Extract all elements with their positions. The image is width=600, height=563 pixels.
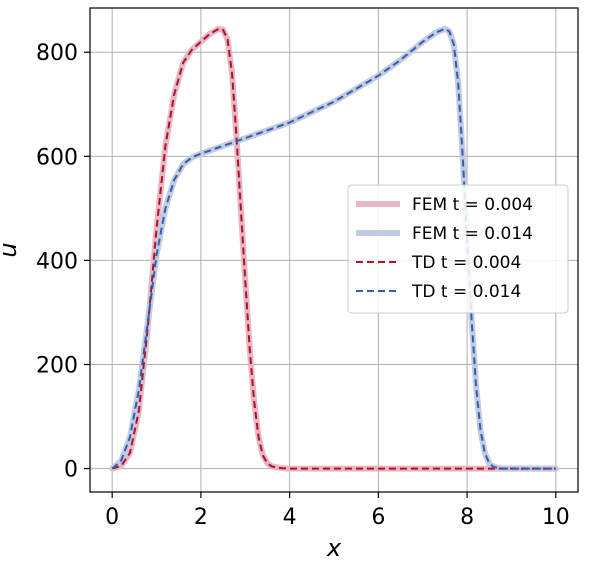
axis-ticks: 0 2 4 6 8 10 0 200 400 600 800 bbox=[36, 41, 570, 530]
x-tick-label: 8 bbox=[460, 505, 474, 530]
legend-label: TD t = 0.014 bbox=[411, 282, 521, 302]
x-tick-label: 10 bbox=[542, 505, 570, 530]
legend-label: TD t = 0.004 bbox=[411, 253, 521, 273]
y-axis-label: u bbox=[0, 242, 22, 257]
x-tick-label: 2 bbox=[194, 505, 208, 530]
series-line-4 bbox=[111, 27, 556, 470]
y-tick-label: 200 bbox=[36, 353, 78, 378]
legend-box bbox=[347, 184, 569, 314]
legend-label: FEM t = 0.014 bbox=[412, 224, 533, 244]
x-tick-label: 4 bbox=[283, 505, 297, 530]
legend: FEM t = 0.004 FEM t = 0.014 TD t = 0.004 TD… bbox=[347, 184, 569, 314]
y-tick-label: 600 bbox=[36, 145, 78, 170]
x-tick-label: 0 bbox=[105, 505, 119, 530]
x-tick-label: 6 bbox=[371, 505, 385, 530]
y-tick-label: 800 bbox=[36, 41, 78, 66]
series-line-3 bbox=[111, 27, 556, 470]
plot-area-frame bbox=[89, 7, 579, 493]
x-axis-label: x bbox=[326, 534, 342, 562]
y-tick-label: 400 bbox=[36, 249, 78, 274]
series-group bbox=[109, 25, 559, 472]
legend-label: FEM t = 0.004 bbox=[412, 195, 533, 215]
y-tick-label: 0 bbox=[64, 458, 78, 483]
